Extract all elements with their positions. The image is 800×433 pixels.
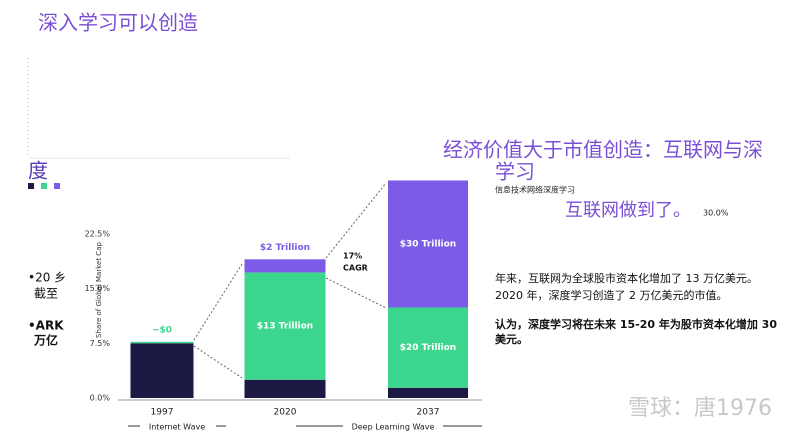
bullet: 万亿	[33, 333, 58, 348]
bullet: •20 乡	[28, 271, 66, 285]
bar-segment	[244, 259, 326, 273]
bar-segment	[388, 180, 468, 308]
y-tick-label: 15.0%	[85, 284, 111, 293]
bar-segment	[244, 272, 326, 380]
y-tick-label: 22.5%	[85, 229, 111, 238]
y-tick-label: 0.0%	[90, 394, 111, 403]
annotation: 17%	[343, 252, 362, 261]
watermark: 雪球：唐1976	[628, 396, 772, 421]
subheading: 信息技术网络深度学习	[495, 185, 575, 195]
legend-square	[54, 183, 60, 189]
wave-bg	[343, 420, 443, 432]
y-tick-label: 7.5%	[90, 339, 111, 348]
x-tick-label: 2037	[417, 408, 440, 418]
bar-segment	[130, 343, 194, 398]
wave-bg	[140, 420, 216, 432]
bullet: 截至	[34, 287, 58, 301]
connector	[325, 277, 387, 309]
title-cont: 度	[28, 159, 48, 183]
heading: 经济价值大于市值创造：互联网与深	[443, 138, 763, 162]
connector	[193, 263, 243, 341]
legend-square	[28, 183, 34, 189]
bar-segment	[388, 387, 468, 398]
bullet: •ARK	[28, 319, 64, 333]
connector	[193, 345, 243, 379]
data-label: ~$0	[152, 325, 172, 335]
bar-segment	[130, 341, 194, 344]
data-label: $13 Trillion	[257, 322, 313, 332]
paragraph: 年来，互联网为全球股市资本化增加了 13 万亿美元。	[495, 271, 758, 285]
data-label: $2 Trillion	[260, 243, 310, 253]
connector	[325, 182, 387, 259]
annotation: CAGR	[343, 264, 368, 273]
data-label: $30 Trillion	[400, 239, 456, 249]
bar-segment	[244, 379, 326, 398]
x-tick-label: 2020	[274, 408, 297, 418]
paragraph: 2020 年，深度学习创造了 2 万亿美元的市值。	[495, 288, 727, 302]
x-tick-label: 1997	[151, 408, 174, 418]
legend-square	[41, 183, 47, 189]
highlight: 互联网做到了。	[565, 200, 691, 221]
paragraph: 认为，深度学习将在未来 15-20 年为股市资本化增加 30	[495, 317, 777, 331]
data-label: $20 Trillion	[400, 343, 456, 353]
stray-label: 30.0%	[703, 209, 729, 218]
bar-segment	[388, 307, 468, 388]
heading: 学习	[495, 160, 535, 184]
wave-label: Internet Wave	[149, 423, 205, 432]
chart: Share of Global Market Cap 0.0% 7.5% 15.0% 2…	[85, 180, 482, 432]
wave-label: Deep Learning Wave	[352, 423, 435, 432]
title: 深入学习可以创造	[38, 11, 198, 35]
y-axis-label: Share of Global Market Cap	[95, 242, 103, 338]
paragraph: 美元。	[495, 332, 528, 346]
